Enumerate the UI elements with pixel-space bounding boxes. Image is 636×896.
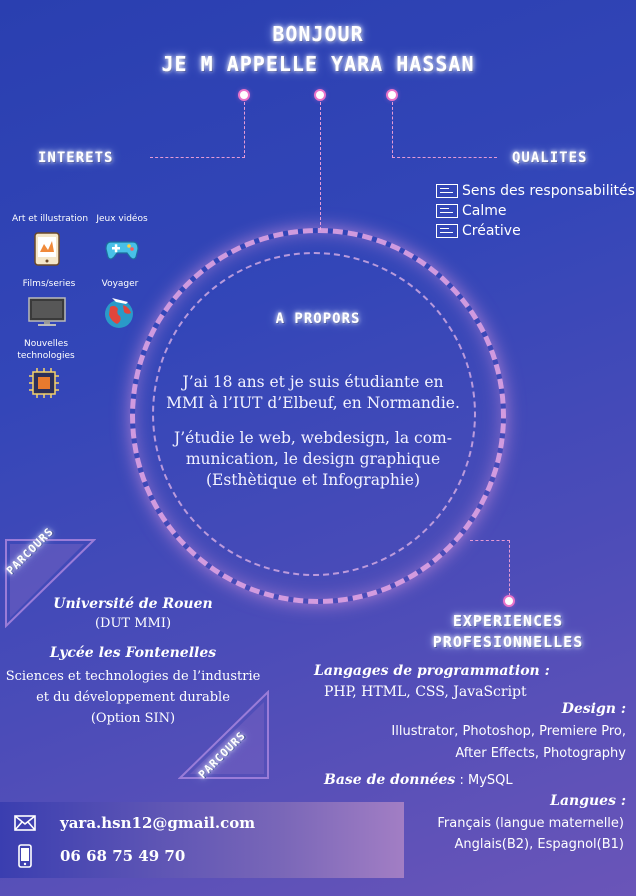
parcours-tag <box>178 690 269 779</box>
outer-ring <box>130 228 506 604</box>
lang-value: Français (langue maternelle) Anglais(B2)… <box>380 813 624 855</box>
db-row: Base de données : MySQL <box>324 772 513 788</box>
name-title: JE M APPELLE YARA HASSAN <box>161 52 475 76</box>
greeting-title: BONJOUR <box>272 22 364 46</box>
connector-dot <box>505 597 513 605</box>
quality-label: Sens des responsabilités <box>462 183 635 199</box>
globe-plane-icon <box>105 298 133 328</box>
apropos-line: munication, le design graphique <box>185 450 441 468</box>
design-line: After Effects, Photography <box>455 746 626 761</box>
email-row: yara.hsn12@gmail.com <box>14 814 255 832</box>
experiences-heading: EXPERIENCES <box>452 612 564 630</box>
email-link[interactable]: yara.hsn12@gmail.com <box>60 814 256 832</box>
connector-dot <box>316 91 324 99</box>
phone-row: 06 68 75 49 70 <box>14 844 185 868</box>
interest-label: Films/series <box>22 279 76 289</box>
interest-label: Voyager <box>101 279 139 289</box>
list-card-icon <box>436 224 458 238</box>
lycee-line: (Option SIN) <box>90 711 176 726</box>
connector-line <box>320 102 321 230</box>
contact-bar: yara.hsn12@gmail.com 06 68 75 49 70 <box>0 802 404 878</box>
design-label: Design : <box>561 701 626 717</box>
prog-value: PHP, HTML, CSS, JavaScript <box>324 684 527 700</box>
apropos-line: J’étudie le web, webdesign, la com- <box>174 429 452 447</box>
inner-ring <box>152 252 476 576</box>
envelope-icon <box>14 815 36 831</box>
interets-heading: INTERETS <box>38 150 114 166</box>
parcours-tag <box>5 539 96 628</box>
connector-line <box>392 157 497 158</box>
list-card-icon <box>436 184 458 198</box>
db-value: : MySQL <box>455 773 513 788</box>
phone-number[interactable]: 06 68 75 49 70 <box>60 847 186 865</box>
interest-label: Art et illustration <box>11 214 89 224</box>
lang-line: Anglais(B2), Espagnol(B1) <box>454 837 624 852</box>
interest-label: Nouvelles technologies <box>17 339 75 361</box>
quality-item: Calme <box>436 201 635 221</box>
apropos-heading: A PROPORS <box>275 311 361 327</box>
phone-icon <box>18 844 32 868</box>
lycee-line: Sciences et technologies de l’industrie <box>5 669 261 684</box>
apropos-line: MMI à l’IUT d’Elbeuf, en Normandie. <box>166 394 460 412</box>
connector-line <box>150 157 245 158</box>
quality-label: Créative <box>462 223 521 239</box>
list-card-icon <box>436 204 458 218</box>
interest-label: Jeux vidéos <box>96 214 148 224</box>
qualites-list: Sens des responsabilités Calme Créative <box>436 181 635 241</box>
lang-label: Langues : <box>550 793 626 809</box>
apropos-text: J’ai 18 ans et je suis étudiante en MMI … <box>140 372 486 491</box>
prog-label: Langages de programmation : <box>314 663 550 679</box>
connector-dot <box>240 91 248 99</box>
connector-dot <box>388 91 396 99</box>
db-label: Base de données <box>324 772 456 788</box>
gamepad-icon <box>105 241 139 260</box>
cpu-chip-icon <box>29 368 59 398</box>
tablet-drawing-icon <box>34 232 60 266</box>
quality-label: Calme <box>462 203 507 219</box>
quality-item: Créative <box>436 221 635 241</box>
quality-item: Sens des responsabilités <box>436 181 635 201</box>
university-name: Université de Rouen <box>53 596 213 612</box>
lang-line: Français (langue maternelle) <box>437 816 624 831</box>
lycee-line: et du développement durable <box>36 690 230 705</box>
university-detail: (DUT MMI) <box>94 616 172 631</box>
connector-line <box>392 102 393 158</box>
lycee-detail: Sciences et technologies de l’industrie … <box>0 666 266 729</box>
experiences-heading-line2: PROFESIONNELLES <box>432 633 584 651</box>
connector-line <box>509 540 510 596</box>
qualites-heading: QUALITES <box>512 150 588 166</box>
design-value: Illustrator, Photoshop, Premiere Pro, Af… <box>330 721 626 765</box>
connector-line <box>244 102 245 158</box>
apropos-line: J’ai 18 ans et je suis étudiante en <box>182 373 444 391</box>
design-line: Illustrator, Photoshop, Premiere Pro, <box>391 724 626 739</box>
apropos-line: (Esthètique et Infographie) <box>205 471 421 489</box>
lycee-name: Lycée les Fontenelles <box>49 645 217 661</box>
monitor-icon <box>28 297 66 326</box>
connector-line <box>470 540 510 541</box>
